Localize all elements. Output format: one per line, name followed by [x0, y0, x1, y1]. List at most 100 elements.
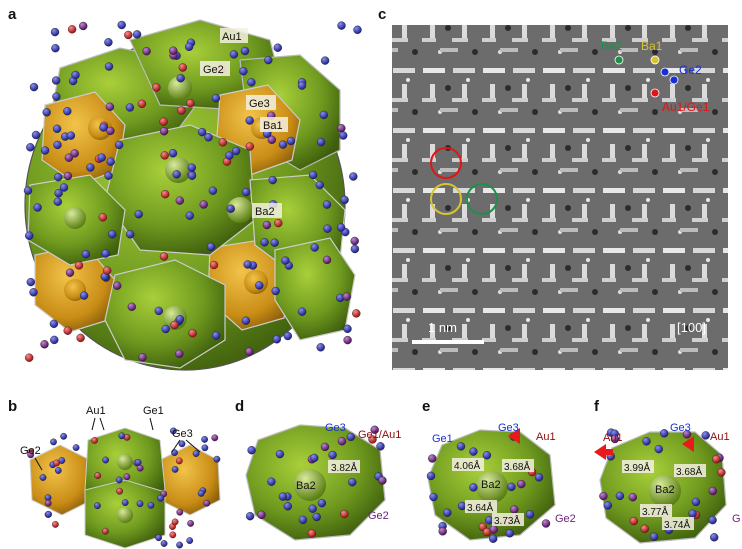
ge-atom: [245, 512, 255, 521]
zone-axis-label: [100]: [677, 320, 706, 335]
ge-atom: [534, 473, 544, 482]
ba2-atom: [476, 471, 508, 503]
ge2-atom: [40, 340, 49, 349]
ba2-atom: [227, 197, 253, 223]
label-au1: Au1: [86, 405, 106, 417]
ge-atom: [211, 93, 221, 103]
au-atom: [25, 353, 34, 362]
ge-atom: [275, 449, 285, 459]
ge-atom: [268, 175, 277, 185]
label-ge2: Ge2: [555, 513, 576, 525]
ge-atom: [86, 163, 95, 172]
ge-atom: [319, 110, 328, 120]
panel-letter-b: b: [8, 398, 18, 415]
ge2-atom: [378, 476, 387, 485]
au-atom: [160, 189, 170, 199]
ge-atom: [117, 20, 126, 30]
ge-atom: [197, 489, 205, 497]
ge-atom: [63, 106, 72, 116]
label-box: [246, 95, 276, 110]
ge-atom: [312, 512, 321, 522]
ge2-atom: [112, 281, 122, 290]
framework-atoms: [245, 425, 387, 538]
ge-atom: [337, 21, 346, 30]
ge-atom: [52, 124, 62, 134]
ge2-atom: [322, 255, 332, 265]
ge2-atom: [708, 486, 717, 496]
ge-atom: [176, 73, 185, 83]
ge-atom: [469, 483, 478, 492]
panel-letter-d: d: [235, 398, 245, 415]
ge-atom: [429, 492, 438, 502]
ge-atom: [51, 44, 60, 53]
ge-atom: [310, 243, 319, 252]
ge2-atom: [245, 347, 254, 356]
ge2-atom: [70, 149, 79, 158]
ge-atom: [328, 450, 337, 460]
ge-atom: [323, 224, 332, 233]
ge2-atom: [541, 519, 551, 528]
hrtem-micrograph: [392, 25, 728, 370]
ge-atom: [642, 437, 651, 446]
panel-e-cage: Ge1 Ge3 Au1 4.06Å 3.68Å Ba2 3.64Å 3.73Å …: [426, 422, 576, 543]
ge-atom: [52, 92, 61, 101]
ge-atom: [278, 140, 288, 149]
label-ba2: Ba2: [655, 484, 675, 496]
ge2-atom: [517, 479, 526, 489]
label-box: [640, 504, 672, 517]
ge-atom: [94, 502, 101, 510]
ge2-atom: [65, 268, 75, 277]
arrow-left-icon: [594, 444, 606, 460]
pointer-line: [171, 439, 181, 453]
ge-atom: [50, 27, 60, 37]
label-box: [465, 500, 497, 513]
ge-atom: [346, 432, 355, 442]
ge-atom: [208, 186, 218, 195]
ge-atom: [154, 306, 164, 316]
distance-label: 3.73Å: [494, 514, 520, 527]
ge-atom: [184, 42, 194, 51]
cage-orange: [159, 444, 221, 516]
au-atom: [218, 138, 228, 147]
ge-atom: [155, 534, 163, 542]
ge2-atom: [27, 451, 35, 459]
ge-atom: [603, 501, 612, 510]
label-ge2: Ge2: [368, 510, 389, 522]
ge-atom: [81, 249, 91, 259]
label-ge3: Ge3: [172, 428, 193, 440]
legend-dot-ge2: [660, 67, 670, 77]
arrow-left-icon: [682, 436, 694, 452]
ge-atom: [53, 140, 62, 150]
label-ba2: Ba2: [255, 206, 275, 218]
label-box: [674, 464, 706, 477]
label-ge3: Ge3: [498, 422, 519, 434]
label-box: [220, 28, 248, 43]
au-atom: [169, 531, 177, 539]
label-box: [252, 203, 282, 218]
panel-letter-c: c: [378, 6, 387, 23]
au-atom: [340, 509, 349, 519]
ge-atom: [283, 502, 292, 511]
distance-label: 4.06Å: [454, 459, 480, 472]
label-box: [328, 460, 360, 473]
ge-atom: [51, 76, 61, 85]
ge2-atom: [127, 302, 137, 311]
label-ge3: Ge3: [670, 422, 691, 434]
au-atom: [186, 98, 195, 108]
ge-atom: [243, 260, 252, 269]
ge2-atom: [63, 171, 73, 181]
ba2-atom: [294, 469, 326, 501]
ge2-atom: [169, 46, 178, 55]
ge-atom: [118, 432, 126, 440]
ge2-atom: [136, 464, 144, 472]
ge2-atom: [78, 21, 88, 31]
ge-atom: [33, 203, 42, 212]
ge-atom: [322, 200, 332, 209]
pointer-line: [185, 439, 201, 453]
legend-dot-ba1: [650, 55, 660, 65]
highlight-circle-au1ge1: [430, 147, 462, 179]
ge-atom: [353, 25, 362, 34]
ge-atom: [186, 537, 194, 544]
ge-atom: [482, 451, 492, 460]
au-atom: [160, 151, 169, 160]
